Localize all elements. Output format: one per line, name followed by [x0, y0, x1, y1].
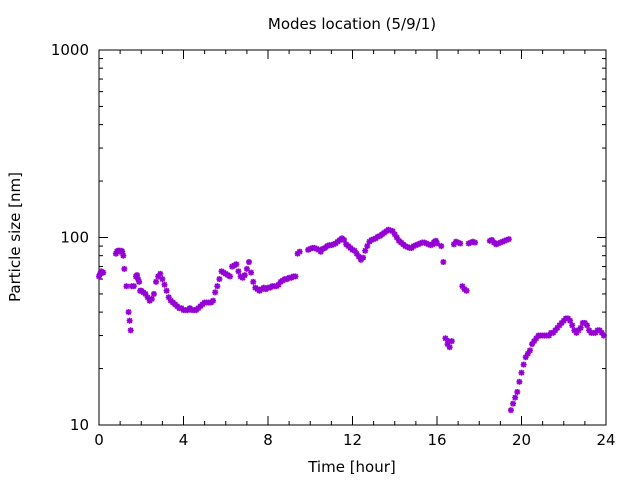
data-point: [157, 270, 164, 277]
x-tick-label: 24: [596, 431, 615, 449]
data-point: [233, 261, 240, 268]
data-point: [130, 283, 137, 290]
data-point: [457, 240, 464, 247]
data-point: [153, 278, 160, 285]
data-point: [123, 283, 130, 290]
data-point: [360, 254, 367, 261]
data-points: [96, 226, 607, 414]
data-point: [600, 332, 607, 339]
x-tick-label: 16: [427, 431, 446, 449]
x-tick-label: 4: [179, 431, 189, 449]
x-tick-label: 8: [263, 431, 273, 449]
y-tick-label: 10: [70, 416, 89, 434]
axis-ticks: [98, 49, 607, 426]
data-point: [161, 281, 168, 288]
data-point: [440, 259, 447, 266]
data-point: [125, 309, 132, 316]
data-point: [577, 324, 584, 331]
plot-frame: [98, 49, 607, 426]
data-point: [446, 344, 453, 351]
data-point: [292, 273, 299, 280]
data-point: [150, 290, 157, 297]
data-point: [526, 347, 533, 354]
y-tick-label: 100: [60, 229, 89, 247]
data-point: [448, 338, 455, 345]
data-point: [434, 240, 440, 247]
data-point: [216, 276, 223, 283]
data-point: [520, 361, 527, 368]
data-point: [120, 252, 127, 259]
data-point: [516, 378, 523, 385]
data-point: [121, 265, 128, 272]
data-point: [567, 317, 574, 324]
data-point: [583, 322, 590, 329]
data-point: [126, 317, 133, 324]
data-point: [472, 239, 479, 246]
data-point: [510, 400, 517, 407]
data-point: [507, 407, 514, 414]
data-point: [226, 273, 233, 280]
data-point: [235, 268, 242, 275]
data-point: [518, 369, 525, 376]
y-tick-labels: 10 100 1000: [51, 41, 89, 434]
x-tick-label: 20: [512, 431, 531, 449]
data-point: [163, 287, 170, 294]
y-tick-label: 1000: [51, 41, 89, 59]
data-point: [243, 265, 250, 272]
x-tick-label: 0: [94, 431, 104, 449]
data-point: [512, 394, 519, 401]
data-point: [505, 236, 512, 243]
data-point: [212, 289, 219, 296]
data-point: [127, 327, 134, 334]
data-point: [214, 283, 221, 290]
x-axis-title: Time [hour]: [307, 458, 396, 476]
data-point: [100, 269, 107, 276]
data-point: [248, 269, 255, 276]
data-point: [241, 272, 248, 279]
data-point: [463, 287, 470, 294]
data-point: [514, 388, 521, 395]
data-point: [245, 259, 252, 266]
data-point: [250, 278, 257, 285]
data-point: [136, 278, 143, 285]
data-point: [148, 295, 155, 302]
x-tick-label: 12: [343, 431, 362, 449]
data-point: [362, 247, 369, 254]
data-point: [210, 297, 217, 304]
y-axis-title: Particle size [nm]: [6, 172, 24, 302]
x-tick-labels: 0 4 8 12 16 20 24: [94, 431, 615, 449]
data-point: [159, 276, 166, 283]
data-point: [296, 248, 303, 255]
data-point: [569, 322, 576, 329]
chart-title: Modes location (5/9/1): [268, 15, 436, 33]
data-point: [438, 243, 445, 250]
